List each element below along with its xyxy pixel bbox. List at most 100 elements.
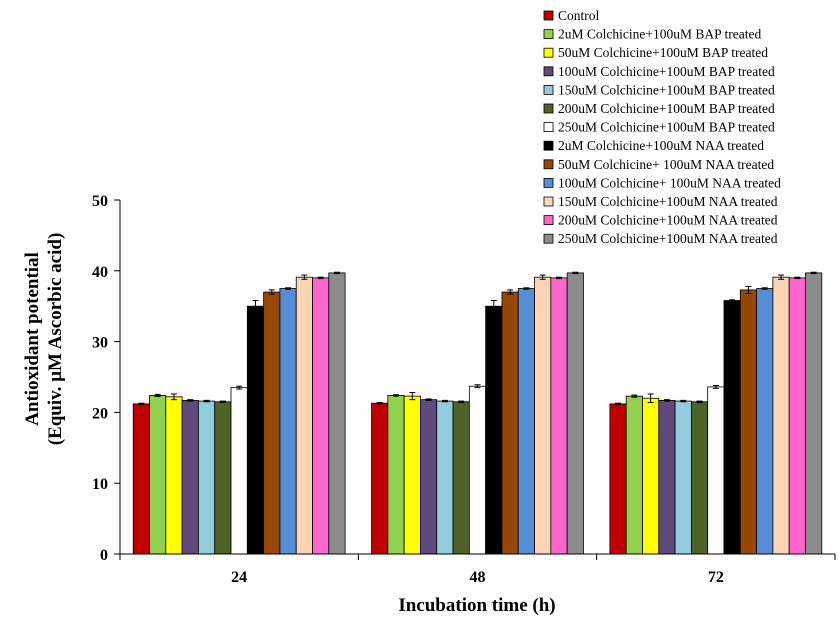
legend-item: 2uM Colchicine+100uM NAA treated: [543, 138, 764, 153]
bar: [214, 401, 232, 555]
bar: [517, 288, 535, 555]
legend-item: 150uM Colchicine+100uM NAA treated: [543, 194, 778, 209]
bar: [371, 402, 389, 555]
bar: [485, 305, 503, 555]
bar: [642, 397, 660, 555]
legend-label: 50uM Colchicine+100uM BAP treated: [558, 45, 768, 60]
y-tick-label: 20: [92, 405, 108, 422]
bar: [149, 395, 167, 555]
legend-item: 50uM Colchicine+ 100uM NAA treated: [543, 157, 774, 172]
legend-swatch: [543, 233, 554, 244]
bar: [165, 396, 183, 555]
bar: [403, 395, 421, 555]
bar: [805, 272, 823, 555]
bar: [263, 291, 281, 555]
legend-swatch: [543, 47, 554, 58]
legend-item: 200uM Colchicine+100uM NAA treated: [543, 213, 778, 228]
bar: [674, 400, 692, 555]
legend-item: 250uM Colchicine+100uM NAA treated: [543, 231, 778, 246]
legend-item: 200uM Colchicine+100uM BAP treated: [543, 101, 775, 116]
bar: [295, 276, 313, 555]
legend-swatch: [543, 196, 554, 207]
bar: [132, 403, 150, 555]
bar-group-48: [371, 271, 584, 555]
legend-swatch: [543, 85, 554, 95]
bar: [501, 291, 519, 555]
legend-swatch: [543, 140, 554, 151]
legend-label: 100uM Colchicine+100uM BAP treated: [558, 64, 775, 79]
x-tick-label: 72: [708, 569, 724, 586]
x-tick-label: 24: [231, 569, 247, 586]
bar: [534, 276, 552, 555]
x-tick-label: 48: [470, 569, 486, 586]
legend-item: Control: [543, 8, 600, 23]
bar: [181, 399, 199, 555]
bar: [772, 276, 790, 555]
legend-swatch: [543, 122, 554, 132]
legend-item: 250uM Colchicine+100uM BAP treated: [543, 120, 775, 135]
bar: [788, 277, 806, 555]
y-tick-label: 40: [92, 264, 108, 281]
bar: [436, 400, 454, 555]
legend-item: 100uM Colchicine+100uM BAP treated: [543, 64, 775, 79]
axes: [119, 200, 835, 555]
bar: [723, 300, 741, 555]
y-tick-label: 10: [92, 476, 108, 493]
bar: [739, 289, 757, 555]
legend-label: 250uM Colchicine+100uM NAA treated: [558, 231, 778, 246]
legend-item: 100uM Colchicine+ 100uM NAA treated: [543, 175, 781, 190]
bar: [452, 401, 470, 555]
bar: [230, 387, 248, 555]
legend-label: 2uM Colchicine+100uM NAA treated: [558, 138, 764, 153]
legend-label: Control: [558, 8, 600, 23]
y-axis-title-line2: (Equiv. µM Ascorbic acid): [45, 233, 66, 446]
legend-swatch: [543, 215, 554, 226]
legend-label: 150uM Colchicine+100uM BAP treated: [558, 82, 775, 97]
bar-group-24: [132, 271, 346, 555]
bar: [198, 400, 216, 555]
legend-label: 250uM Colchicine+100uM BAP treated: [558, 120, 775, 135]
bar: [756, 288, 774, 555]
x-axis-ticks: 24 48 72: [119, 554, 836, 586]
legend-label: 200uM Colchicine+100uM BAP treated: [558, 101, 775, 116]
bar: [625, 395, 643, 555]
y-axis-ticks: 0 10 20 30 40 50: [92, 193, 120, 564]
legend-swatch: [543, 159, 554, 170]
bar: [658, 399, 676, 555]
bar: [387, 395, 405, 555]
legend-swatch: [543, 103, 554, 114]
y-tick-label: 50: [92, 193, 108, 210]
bar: [246, 305, 265, 555]
bar: [609, 403, 627, 555]
y-axis-title-line1: Antioxidant potential: [22, 252, 43, 426]
legend-label: 2uM Colchicine+100uM BAP treated: [558, 27, 761, 42]
x-axis-title: Incubation time (h): [398, 595, 555, 616]
legend-label: 50uM Colchicine+ 100uM NAA treated: [558, 157, 774, 172]
bar: [468, 385, 487, 555]
y-axis-title: Antioxidant potential (Equiv. µM Ascorbi…: [22, 233, 66, 446]
legend-swatch: [543, 177, 554, 188]
bar: [690, 401, 709, 555]
bar-groups: [132, 271, 823, 555]
bar: [707, 386, 725, 555]
legend: Control 2uM Colchicine+100uM BAP treated 5…: [543, 8, 781, 246]
y-tick-label: 30: [92, 335, 108, 352]
legend-item: 150uM Colchicine+100uM BAP treated: [543, 82, 775, 97]
legend-label: 150uM Colchicine+100uM NAA treated: [558, 194, 778, 209]
legend-label: 200uM Colchicine+100uM NAA treated: [558, 213, 778, 228]
legend-swatch: [543, 66, 554, 77]
bar: [312, 277, 330, 555]
legend-item: 50uM Colchicine+100uM BAP treated: [543, 45, 768, 60]
bar: [279, 288, 297, 555]
y-tick-label: 0: [100, 547, 108, 564]
bar: [420, 399, 438, 555]
legend-swatch: [543, 29, 554, 40]
legend-label: 100uM Colchicine+ 100uM NAA treated: [558, 175, 781, 190]
bar: [328, 272, 346, 555]
bar: [566, 272, 584, 555]
legend-swatch: [543, 10, 554, 21]
bar-group-72: [609, 271, 823, 555]
bar: [550, 277, 568, 555]
